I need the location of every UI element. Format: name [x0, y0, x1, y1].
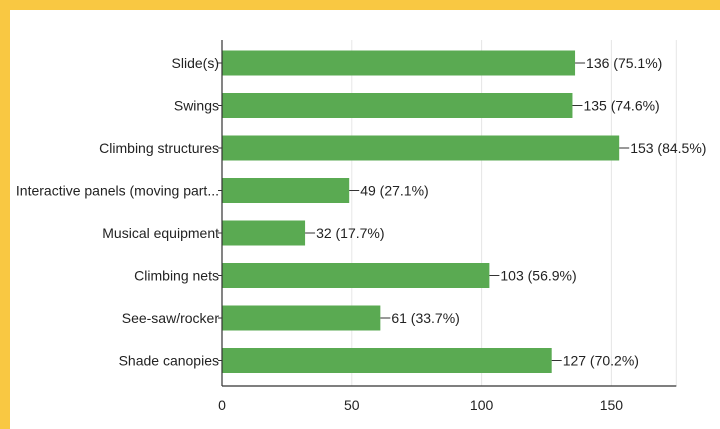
- bar-interactive-panels-moving-part: [222, 178, 350, 203]
- x-tick-label-50: 50: [344, 397, 360, 413]
- data-label-see-saw-rocker: 61 (33.7%): [391, 310, 459, 326]
- category-label-interactive-panels-moving-part: Interactive panels (moving part...: [16, 183, 219, 199]
- category-label-shade-canopies: Shade canopies: [119, 353, 219, 369]
- bar-see-saw-rocker: [222, 305, 381, 331]
- grid-lines: [351, 40, 677, 386]
- data-label-interactive-panels-moving-part: 49 (27.1%): [360, 183, 428, 199]
- data-label-climbing-nets: 103 (56.9%): [500, 268, 576, 284]
- data-label-climbing-structures: 153 (84.5%): [630, 140, 706, 156]
- x-tick-label-0: 0: [218, 397, 226, 413]
- bar-climbing-nets: [222, 263, 490, 288]
- x-tick-label-100: 100: [470, 397, 494, 413]
- category-labels: Slide(s) Swings Climbing structures Interac…: [16, 55, 219, 369]
- category-label-see-saw-rocker: See-saw/rocker: [122, 310, 220, 326]
- category-label-slide-s: Slide(s): [172, 55, 219, 71]
- x-tick-label-150: 150: [600, 397, 624, 413]
- bar-slide-s: [222, 50, 576, 76]
- bars: [222, 50, 620, 373]
- data-labels: 136 (75.1%) 135 (74.6%) 153 (84.5%) 49 (27.…: [305, 55, 706, 369]
- bar-musical-equipment: [222, 220, 306, 246]
- data-label-swings: 135 (74.6%): [583, 98, 659, 114]
- chart-frame: Slide(s) Swings Climbing structures Interac…: [10, 10, 720, 429]
- data-label-shade-canopies: 127 (70.2%): [563, 353, 639, 369]
- bar-chart: Slide(s) Swings Climbing structures Interac…: [16, 40, 706, 413]
- data-label-musical-equipment: 32 (17.7%): [316, 225, 384, 241]
- x-tick-labels: 0 50 100 150: [218, 397, 623, 413]
- category-label-musical-equipment: Musical equipment: [102, 225, 219, 241]
- axes: [218, 40, 677, 387]
- category-label-climbing-nets: Climbing nets: [134, 268, 219, 284]
- bar-climbing-structures: [222, 135, 620, 161]
- bar-shade-canopies: [222, 348, 552, 373]
- category-label-climbing-structures: Climbing structures: [99, 140, 219, 156]
- bar-swings: [222, 93, 573, 118]
- category-label-swings: Swings: [174, 98, 219, 114]
- data-label-slide-s: 136 (75.1%): [586, 55, 662, 71]
